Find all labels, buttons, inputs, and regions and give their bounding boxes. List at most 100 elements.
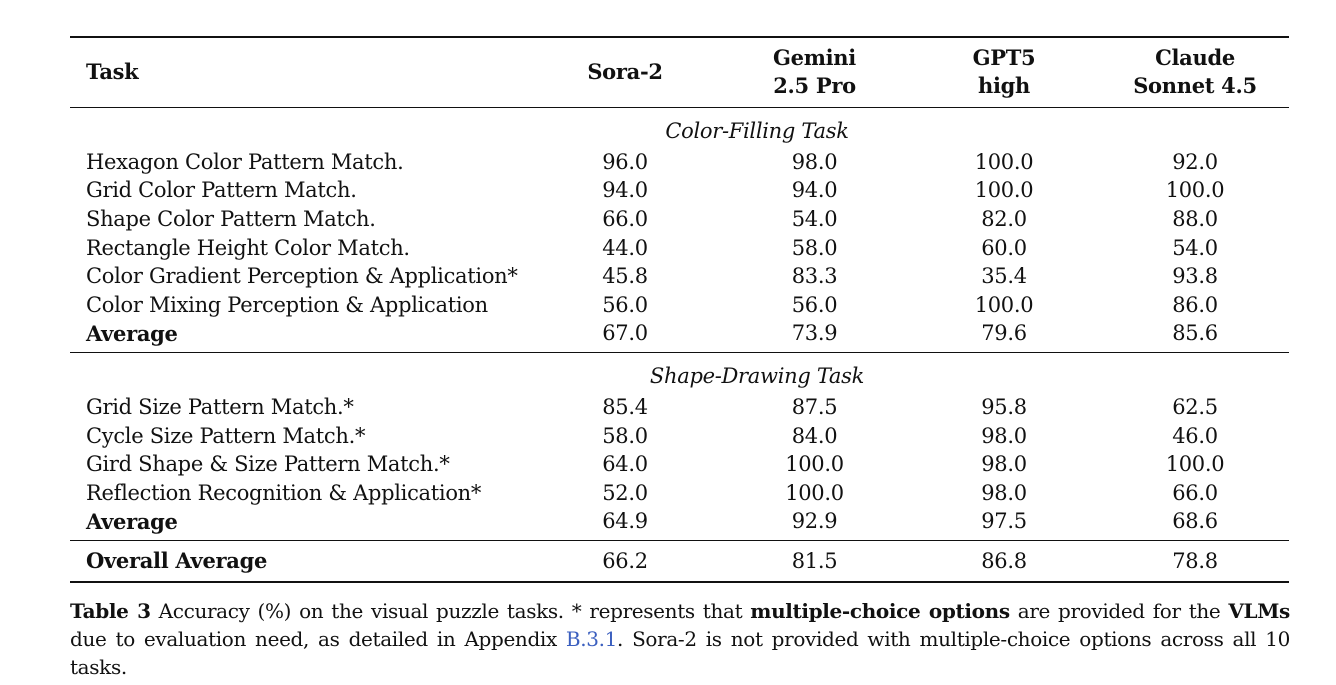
caption-text-2: are provided for the [1009, 599, 1229, 623]
overall-average-cell: 78.8 [1101, 540, 1289, 583]
average-cell: 97.5 [907, 507, 1101, 541]
score-cell: 56.0 [791, 292, 838, 317]
score-cell: 88.0 [1172, 206, 1218, 231]
score-cell: 94.0 [602, 178, 648, 203]
average-cell: 79.6 [907, 319, 1101, 353]
header-model-sora-line1: Sora-2 [587, 59, 663, 85]
score-cell: 60.0 [981, 235, 1027, 260]
score-cell: 62.5 [1172, 394, 1218, 419]
header-model-gpt5-line1: GPT5 [972, 45, 1036, 71]
table-row: Cycle Size Pattern Match.* 58.0 84.0 98.… [70, 421, 1289, 450]
header-model-gemini-line2: 2.5 Pro [773, 73, 856, 99]
header-task: Task [86, 59, 139, 85]
task-name: Color Gradient Perception & Application* [86, 264, 518, 289]
task-name: Rectangle Height Color Match. [86, 235, 410, 260]
score-cell: 100.0 [1165, 452, 1225, 477]
section-title: Color-Filling Task [665, 118, 849, 143]
table-row: Grid Size Pattern Match.* 85.4 87.5 95.8… [70, 393, 1289, 422]
section-title-row: Shape-Drawing Task [70, 352, 1289, 393]
table-row: Reflection Recognition & Application* 52… [70, 478, 1289, 507]
average-label: Average [70, 319, 528, 353]
score-cell: 100.0 [974, 292, 1034, 317]
section-title: Shape-Drawing Task [649, 363, 865, 388]
score-cell: 100.0 [785, 480, 844, 505]
score-cell: 94.0 [791, 178, 838, 203]
task-name: Reflection Recognition & Application* [86, 480, 482, 505]
score-cell: 56.0 [602, 292, 648, 317]
table-caption: Table 3 Accuracy (%) on the visual puzzl… [70, 597, 1290, 681]
score-cell: 52.0 [602, 480, 648, 505]
average-row: Average 64.9 92.9 97.5 68.6 [70, 507, 1289, 541]
header-model-gemini: Gemini 2.5 Pro [722, 37, 907, 107]
task-name: Color Mixing Perception & Application [86, 292, 488, 317]
score-cell: 87.5 [791, 394, 838, 419]
average-cell: 85.6 [1101, 319, 1289, 353]
score-cell: 98.0 [981, 423, 1027, 448]
score-cell: 85.4 [602, 394, 648, 419]
task-name: Gird Shape & Size Pattern Match.* [86, 452, 450, 477]
score-cell: 100.0 [974, 149, 1034, 174]
score-cell: 35.4 [981, 264, 1027, 289]
table-row: Hexagon Color Pattern Match. 96.0 98.0 1… [70, 148, 1289, 177]
task-name: Grid Size Pattern Match.* [86, 394, 354, 419]
average-cell: 67.0 [528, 319, 722, 353]
table-row: Rectangle Height Color Match. 44.0 58.0 … [70, 233, 1289, 262]
section-title-row: Color-Filling Task [70, 107, 1289, 148]
caption-bold-2: VLMs [1228, 599, 1290, 623]
score-cell: 58.0 [602, 423, 648, 448]
average-cell: 73.9 [722, 319, 907, 353]
score-cell: 98.0 [981, 452, 1027, 477]
score-cell: 93.8 [1172, 264, 1218, 289]
header-model-gpt5-line2: high [978, 73, 1030, 99]
score-cell: 98.0 [791, 149, 838, 174]
appendix-link[interactable]: B.3.1 [565, 627, 618, 651]
table-row: Grid Color Pattern Match. 94.0 94.0 100.… [70, 176, 1289, 205]
header-model-claude-line2: Sonnet 4.5 [1133, 73, 1257, 99]
caption-text-3: due to evaluation need, as detailed in A… [70, 627, 566, 651]
header-model-gpt5: GPT5 high [907, 37, 1101, 107]
results-table-container: Task Sora-2 Gemini 2.5 Pro GPT5 high Cla… [70, 36, 1289, 583]
score-cell: 100.0 [785, 452, 844, 477]
score-cell: 92.0 [1172, 149, 1218, 174]
score-cell: 64.0 [602, 452, 648, 477]
score-cell: 44.0 [602, 235, 648, 260]
task-name: Cycle Size Pattern Match.* [86, 423, 366, 448]
overall-average-row: Overall Average 66.2 81.5 86.8 78.8 [70, 540, 1289, 583]
score-cell: 46.0 [1172, 423, 1218, 448]
results-table: Task Sora-2 Gemini 2.5 Pro GPT5 high Cla… [70, 36, 1289, 583]
score-cell: 95.8 [981, 394, 1027, 419]
score-cell: 84.0 [791, 423, 838, 448]
task-name: Shape Color Pattern Match. [86, 206, 376, 231]
score-cell: 82.0 [981, 206, 1027, 231]
score-cell: 98.0 [981, 480, 1027, 505]
header-model-gemini-line1: Gemini [773, 45, 856, 71]
score-cell: 54.0 [791, 206, 838, 231]
overall-average-cell: 66.2 [528, 540, 722, 583]
table-body: Color-Filling Task Hexagon Color Pattern… [70, 107, 1289, 583]
average-cell: 68.6 [1101, 507, 1289, 541]
header-model-claude-line1: Claude [1155, 45, 1235, 71]
caption-label: Table 3 [70, 599, 151, 623]
overall-average-label: Overall Average [70, 540, 528, 583]
header-row: Task Sora-2 Gemini 2.5 Pro GPT5 high Cla… [70, 37, 1289, 107]
score-cell: 54.0 [1172, 235, 1218, 260]
header-model-claude: Claude Sonnet 4.5 [1101, 37, 1289, 107]
table-row: Shape Color Pattern Match. 66.0 54.0 82.… [70, 205, 1289, 234]
score-cell: 86.0 [1172, 292, 1218, 317]
overall-average-cell: 81.5 [722, 540, 907, 583]
task-name: Grid Color Pattern Match. [86, 178, 357, 203]
table-row: Gird Shape & Size Pattern Match.* 64.0 1… [70, 450, 1289, 479]
score-cell: 96.0 [602, 149, 648, 174]
table-row: Color Gradient Perception & Application*… [70, 262, 1289, 291]
score-cell: 66.0 [1172, 480, 1218, 505]
table-row: Color Mixing Perception & Application 56… [70, 290, 1289, 319]
average-row: Average 67.0 73.9 79.6 85.6 [70, 319, 1289, 353]
table-header: Task Sora-2 Gemini 2.5 Pro GPT5 high Cla… [70, 37, 1289, 107]
caption-text-4: . Sora-2 is not provided with multiple-c… [70, 627, 1290, 679]
task-name: Hexagon Color Pattern Match. [86, 149, 404, 174]
overall-average-cell: 86.8 [907, 540, 1101, 583]
score-cell: 45.8 [602, 264, 648, 289]
score-cell: 66.0 [602, 206, 648, 231]
score-cell: 83.3 [791, 264, 838, 289]
header-model-sora: Sora-2 [528, 37, 722, 107]
